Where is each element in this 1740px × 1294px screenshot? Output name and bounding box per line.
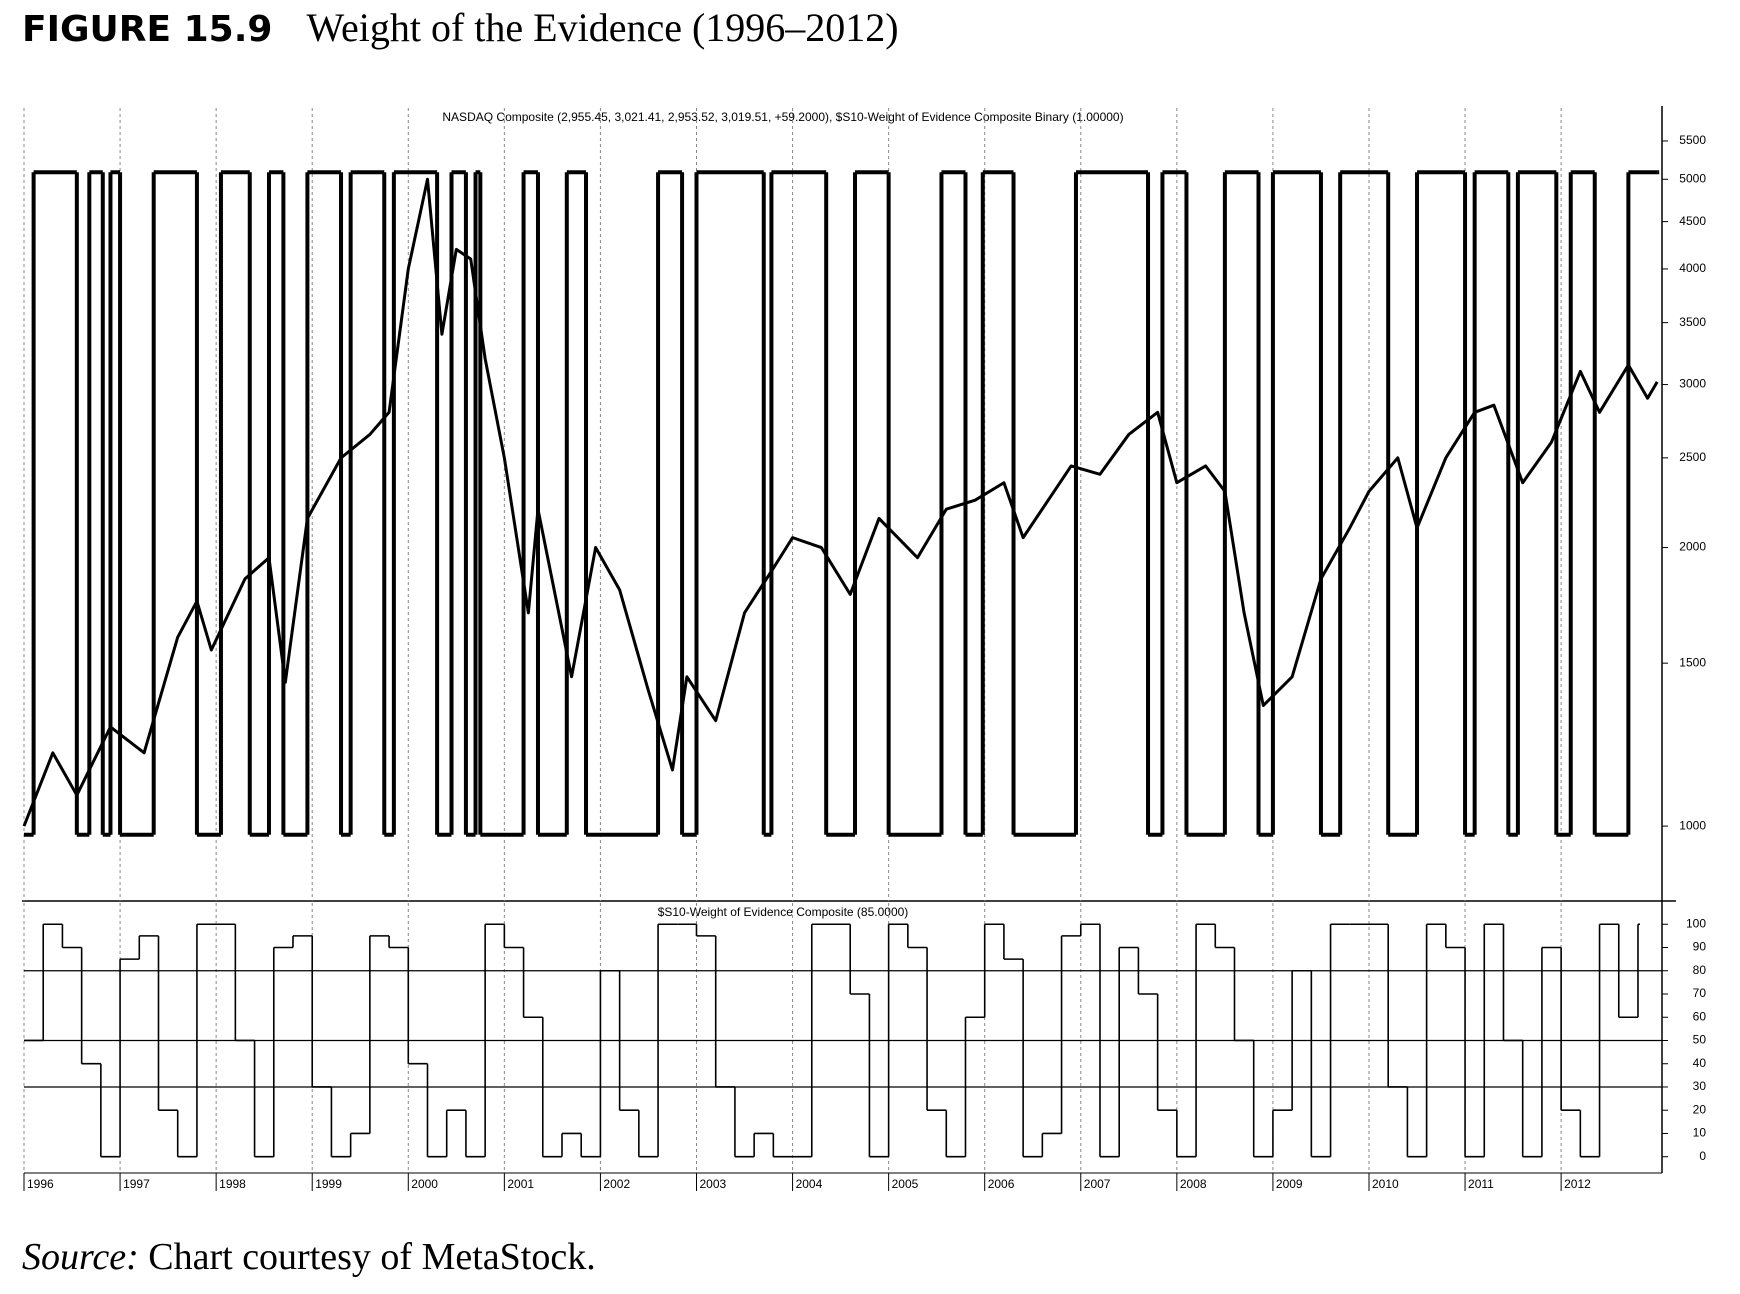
y-tick-label: 2000 [1679,540,1706,554]
chart: NASDAQ Composite (2,955.45, 3,021.41, 2,… [22,106,1707,1191]
source: Source: Chart courtesy of MetaStock. [22,1235,596,1279]
panel-title: NASDAQ Composite (2,955.45, 3,021.41, 2,… [442,110,1123,124]
y-tick-label: 5000 [1679,171,1706,185]
y-tick-label: 10 [1693,1126,1707,1140]
y-tick-label: 5500 [1679,133,1706,147]
y-tick-label: 30 [1693,1079,1707,1093]
x-tick-label: 2005 [892,1177,919,1191]
source-label: Source: [22,1236,139,1278]
x-tick-label: 2004 [796,1177,823,1191]
y-tick-label: 2500 [1679,450,1706,464]
y-tick-label: 50 [1693,1033,1707,1047]
x-tick-label: 2007 [1084,1177,1111,1191]
x-tick-label: 2009 [1276,1177,1303,1191]
y-tick-label: 20 [1693,1102,1707,1116]
y-tick-label: 4500 [1679,214,1706,228]
source-text: Chart courtesy of MetaStock. [148,1236,596,1278]
x-tick-label: 1998 [219,1177,246,1191]
y-tick-label: 3500 [1679,315,1706,329]
x-tick-label: 2011 [1468,1177,1494,1191]
figure-number: FIGURE 15.9 [22,9,273,50]
x-tick-label: 1996 [27,1177,54,1191]
panel-title: $S10-Weight of Evidence Composite (85.00… [658,905,909,919]
y-tick-label: 0 [1699,1149,1706,1163]
x-tick-label: 2003 [699,1177,726,1191]
x-tick-label: 1999 [315,1177,342,1191]
x-tick-label: 2010 [1372,1177,1399,1191]
x-tick-label: 1997 [123,1177,150,1191]
y-tick-label: 1500 [1679,655,1706,669]
header: FIGURE 15.9 Weight of the Evidence (1996–… [22,4,899,51]
y-tick-label: 3000 [1679,377,1706,391]
x-tick-label: 2006 [988,1177,1015,1191]
x-tick-label: 2012 [1564,1177,1591,1191]
y-tick-label: 90 [1693,940,1707,954]
y-tick-label: 80 [1693,963,1707,977]
y-tick-label: 100 [1686,916,1706,930]
x-tick-label: 2008 [1180,1177,1207,1191]
y-tick-label: 4000 [1679,261,1706,275]
figure-title: Weight of the Evidence (1996–2012) [306,5,899,50]
y-tick-label: 70 [1693,986,1707,1000]
x-tick-label: 2002 [603,1177,630,1191]
y-tick-label: 40 [1693,1056,1707,1070]
y-tick-label: 60 [1693,1009,1707,1023]
x-tick-label: 2001 [507,1177,534,1191]
x-tick-label: 2000 [411,1177,438,1191]
y-tick-label: 1000 [1679,818,1706,832]
